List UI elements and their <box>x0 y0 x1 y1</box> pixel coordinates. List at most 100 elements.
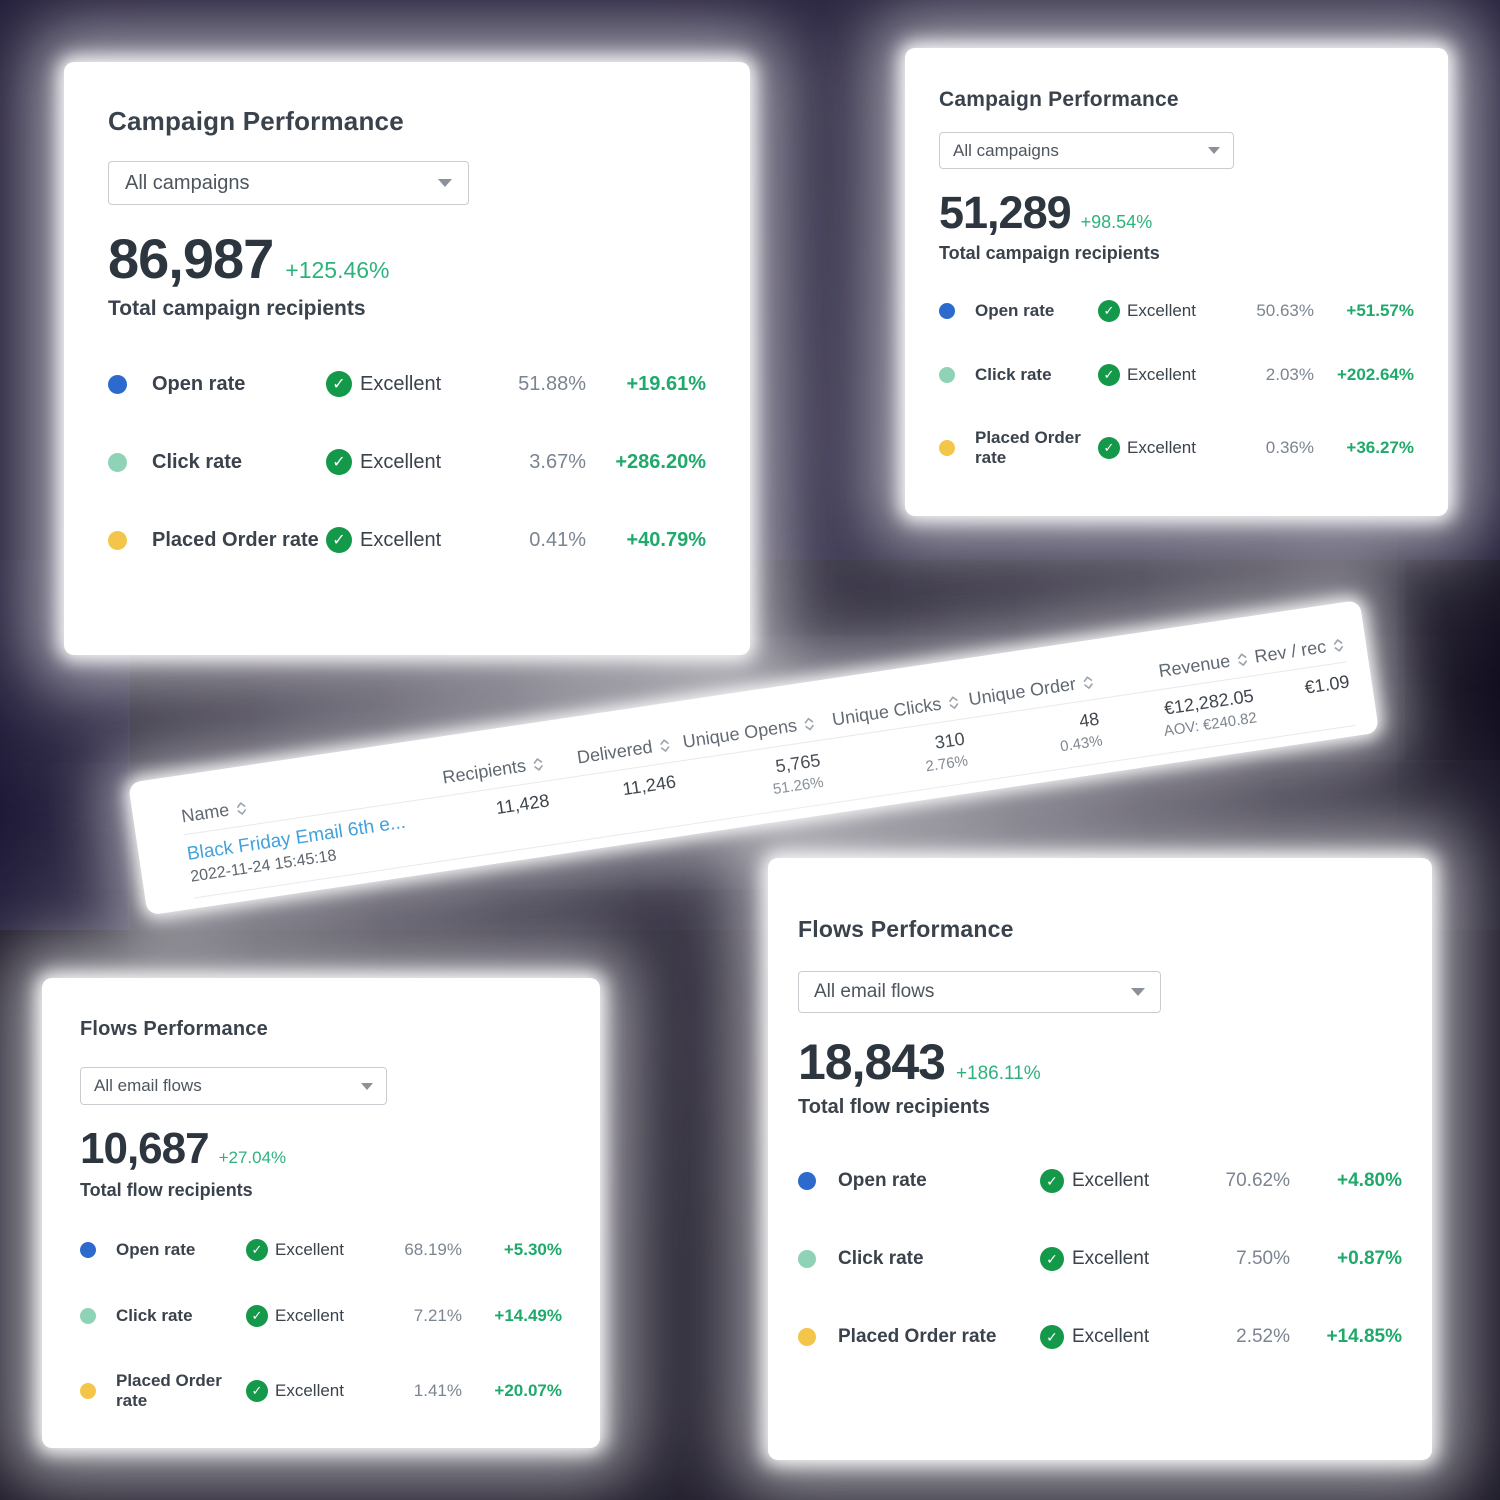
total-recipients-label: Total flow recipients <box>80 1180 253 1200</box>
metric-label: Placed Order rate <box>152 528 319 551</box>
sort-icon <box>947 693 960 710</box>
campaign-filter-dropdown[interactable]: All campaigns <box>939 132 1234 169</box>
check-icon: ✓ <box>1098 300 1120 322</box>
metric-row-click-rate: Click rate ✓ Excellent 3.67% +286.20% <box>108 449 706 475</box>
metric-value: 51.88% <box>518 372 586 395</box>
total-recipients-label: Total flow recipients <box>798 1096 990 1118</box>
unique-opens-pct: 51.26% <box>771 773 825 799</box>
check-icon: ✓ <box>326 371 352 397</box>
status-text: Excellent <box>1127 301 1196 320</box>
status-badge: ✓ Excellent <box>246 1239 384 1261</box>
metric-row-open-rate: Open rate ✓ Excellent 51.88% +19.61% <box>108 371 706 397</box>
delivered-cell: 11,246 <box>548 772 681 833</box>
column-label: Delivered <box>575 736 654 768</box>
check-icon: ✓ <box>1040 1247 1064 1271</box>
metric-label: Click rate <box>838 1248 924 1269</box>
campaign-performance-card-large: Campaign Performance All campaigns 86,98… <box>64 62 750 655</box>
column-header-unique-opens[interactable]: Unique Opens <box>669 712 817 754</box>
total-change: +186.11% <box>955 1063 1041 1084</box>
metric-label: Open rate <box>116 1240 196 1259</box>
column-header-rev-per-rec[interactable]: Rev / rec <box>1246 634 1345 669</box>
card-title: Campaign Performance <box>108 106 404 136</box>
status-badge: ✓ Excellent <box>246 1305 384 1327</box>
dropdown-selected-value: All campaigns <box>953 140 1059 160</box>
campaign-performance-card-small: Campaign Performance All campaigns 51,28… <box>905 48 1448 516</box>
total-recipients-label: Total campaign recipients <box>108 297 366 320</box>
metric-value: 2.03% <box>1265 365 1314 384</box>
status-text: Excellent <box>360 528 442 551</box>
metric-label: Placed Order rate <box>975 428 1081 467</box>
metric-change: +19.61% <box>626 372 706 395</box>
status-text: Excellent <box>1072 1326 1150 1347</box>
click-rate-dot-icon <box>108 452 127 472</box>
flows-filter-dropdown[interactable]: All email flows <box>80 1067 387 1105</box>
total-recipients-value: 10,687 <box>80 1124 210 1173</box>
background-patch <box>1405 560 1500 760</box>
metric-row-placed-order-rate: Placed Order rate ✓ Excellent 0.36% +36.2… <box>939 428 1414 468</box>
status-badge: ✓ Excellent <box>1040 1325 1198 1349</box>
metric-value: 1.41% <box>413 1381 462 1400</box>
column-header-delivered[interactable]: Delivered <box>542 734 672 774</box>
metric-change: +286.20% <box>615 450 706 473</box>
check-icon: ✓ <box>326 449 352 475</box>
column-header-revenue[interactable]: Revenue <box>1092 648 1249 692</box>
open-rate-dot-icon <box>108 374 127 394</box>
check-icon: ✓ <box>246 1305 268 1327</box>
sort-icon <box>235 799 248 816</box>
placed-order-rate-dot-icon <box>939 440 955 456</box>
click-rate-dot-icon <box>939 367 955 383</box>
metric-label: Open rate <box>838 1170 927 1191</box>
metric-row-placed-order-rate: Placed Order rate ✓ Excellent 2.52% +14.8… <box>798 1325 1402 1349</box>
card-title: Campaign Performance <box>939 88 1179 111</box>
total-recipients-value: 86,987 <box>108 227 274 290</box>
total-recipients: 51,289 +98.54% <box>939 190 1414 235</box>
status-text: Excellent <box>360 372 442 395</box>
column-label: Recipients <box>441 755 528 788</box>
total-recipients-value: 18,843 <box>798 1034 946 1090</box>
open-rate-dot-icon <box>80 1242 96 1258</box>
unique-clicks-cell: 310 2.76% <box>819 729 970 793</box>
check-icon: ✓ <box>326 527 352 553</box>
dropdown-selected-value: All email flows <box>814 981 935 1002</box>
status-text: Excellent <box>275 1306 344 1325</box>
delivered-value: 11,246 <box>621 771 678 800</box>
unique-clicks-value: 310 <box>933 728 967 753</box>
total-recipients: 86,987 +125.46% <box>108 231 706 287</box>
metric-change: +14.85% <box>1326 1326 1402 1347</box>
metric-change: +14.49% <box>494 1306 562 1325</box>
metric-value: 7.21% <box>413 1306 462 1325</box>
sort-icon <box>658 736 671 753</box>
status-badge: ✓ Excellent <box>1098 364 1236 386</box>
total-change: +98.54% <box>1080 212 1153 232</box>
column-header-recipients[interactable]: Recipients <box>415 753 545 793</box>
metric-label: Open rate <box>975 301 1055 320</box>
column-header-unique-clicks[interactable]: Unique Clicks <box>813 691 961 733</box>
metric-change: +0.87% <box>1337 1248 1402 1269</box>
metric-row-click-rate: Click rate ✓ Excellent 7.21% +14.49% <box>80 1305 562 1327</box>
column-header-name[interactable]: Name <box>180 772 418 828</box>
check-icon: ✓ <box>1040 1169 1064 1193</box>
campaign-filter-dropdown[interactable]: All campaigns <box>108 161 469 205</box>
check-icon: ✓ <box>246 1380 268 1402</box>
flows-filter-dropdown[interactable]: All email flows <box>798 971 1161 1013</box>
status-badge: ✓ Excellent <box>326 371 496 397</box>
status-badge: ✓ Excellent <box>1040 1247 1198 1271</box>
rev-per-rec-cell: €1.09 <box>1252 671 1354 728</box>
total-recipients: 18,843 +186.11% <box>798 1037 1402 1087</box>
column-header-unique-order[interactable]: Unique Order <box>957 671 1095 712</box>
metric-change: +4.80% <box>1337 1170 1402 1191</box>
dropdown-selected-value: All email flows <box>94 1076 202 1095</box>
status-text: Excellent <box>275 1240 344 1259</box>
check-icon: ✓ <box>1098 437 1120 459</box>
metric-value: 2.52% <box>1236 1326 1290 1347</box>
status-text: Excellent <box>360 450 442 473</box>
status-badge: ✓ Excellent <box>1098 300 1236 322</box>
total-recipients: 10,687 +27.04% <box>80 1127 562 1171</box>
total-recipients-value: 51,289 <box>939 187 1072 238</box>
column-label: Name <box>180 799 231 827</box>
dropdown-selected-value: All campaigns <box>125 171 250 194</box>
recipients-cell: 11,428 <box>421 790 554 851</box>
placed-order-rate-dot-icon <box>798 1328 816 1346</box>
flows-performance-card-small: Flows Performance All email flows 10,687… <box>42 978 600 1448</box>
status-text: Excellent <box>1127 438 1196 457</box>
